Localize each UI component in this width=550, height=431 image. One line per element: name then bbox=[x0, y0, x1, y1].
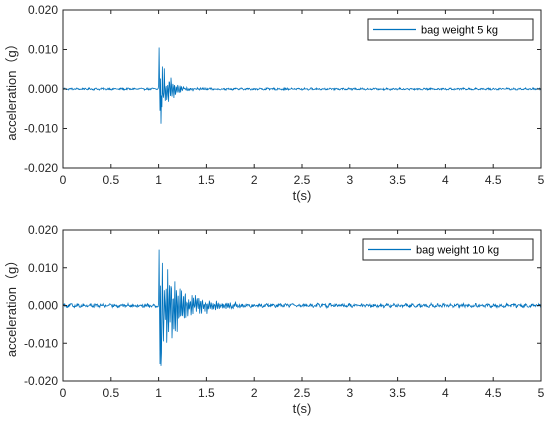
x-tick-label: 5 bbox=[538, 173, 545, 187]
y-tick-label: -0.020 bbox=[24, 374, 58, 388]
subplot-bottom: 0 0.5 1 1.5 2 2.5 3 3.5 4 4.5 5 0.020 0.010 0.000 -0.0… bbox=[4, 223, 545, 416]
subplot-top: 0 0.5 1 1.5 2 2.5 3 3.5 4 4.5 5 0.020 0.010 0.000 -0.0… bbox=[4, 3, 545, 203]
x-axis-label: t(s) bbox=[293, 401, 312, 416]
x-tick-label: 4 bbox=[442, 173, 449, 187]
y-tick-label: 0.020 bbox=[28, 223, 58, 237]
series-layer bbox=[62, 249, 542, 366]
x-tick-label: 3.5 bbox=[389, 173, 406, 187]
x-tick-label: 4.5 bbox=[485, 173, 502, 187]
legend: bag weight 5 kg bbox=[367, 18, 534, 41]
legend-entry-label: bag weight 10 kg bbox=[416, 245, 499, 257]
x-tick-label: 4.5 bbox=[485, 386, 502, 400]
y-tick-label: -0.010 bbox=[24, 336, 58, 350]
x-tick-label: 0 bbox=[60, 386, 67, 400]
x-tick-label: 1 bbox=[155, 173, 162, 187]
y-axis-label: acceleration（g） bbox=[4, 37, 19, 140]
x-tick-label: 0.5 bbox=[102, 173, 119, 187]
y-tick-label: 0.000 bbox=[28, 299, 58, 313]
x-axis-label: t(s) bbox=[293, 188, 312, 203]
y-axis-label: acceleration（g） bbox=[4, 254, 19, 357]
series-line bbox=[62, 249, 542, 366]
y-tick-label: 0.020 bbox=[28, 3, 58, 17]
x-tick-label: 2 bbox=[251, 173, 258, 187]
y-tick-label: -0.010 bbox=[24, 122, 58, 136]
x-tick-label: 1.5 bbox=[198, 173, 215, 187]
x-tick-label: 3 bbox=[346, 386, 353, 400]
legend-box bbox=[362, 238, 534, 261]
legend-entry-label: bag weight 5 kg bbox=[421, 25, 498, 37]
x-tick-label: 0.5 bbox=[102, 386, 119, 400]
x-tick-label: 2.5 bbox=[294, 386, 311, 400]
y-tick-label: 0.010 bbox=[28, 261, 58, 275]
series-layer bbox=[62, 47, 542, 124]
x-tick-label: 3.5 bbox=[389, 386, 406, 400]
y-tick-label: 0.010 bbox=[28, 43, 58, 57]
y-tick-label: 0.000 bbox=[28, 82, 58, 96]
y-tick-label: -0.020 bbox=[24, 161, 58, 175]
x-tick-label: 2 bbox=[251, 386, 258, 400]
legend: bag weight 10 kg bbox=[362, 238, 534, 261]
x-tick-label: 4 bbox=[442, 386, 449, 400]
x-tick-label: 1 bbox=[155, 386, 162, 400]
x-tick-label: 0 bbox=[60, 173, 67, 187]
series-line bbox=[62, 47, 542, 124]
x-tick-label: 5 bbox=[538, 386, 545, 400]
ticks-layer: 0 0.5 1 1.5 2 2.5 3 3.5 4 4.5 5 0.020 0.010 0.000 -0.0… bbox=[24, 3, 545, 187]
legend-box bbox=[367, 18, 534, 41]
ticks-layer: 0 0.5 1 1.5 2 2.5 3 3.5 4 4.5 5 0.020 0.010 0.000 -0.0… bbox=[24, 223, 545, 400]
x-tick-label: 2.5 bbox=[294, 173, 311, 187]
x-tick-label: 3 bbox=[346, 173, 353, 187]
x-tick-label: 1.5 bbox=[198, 386, 215, 400]
